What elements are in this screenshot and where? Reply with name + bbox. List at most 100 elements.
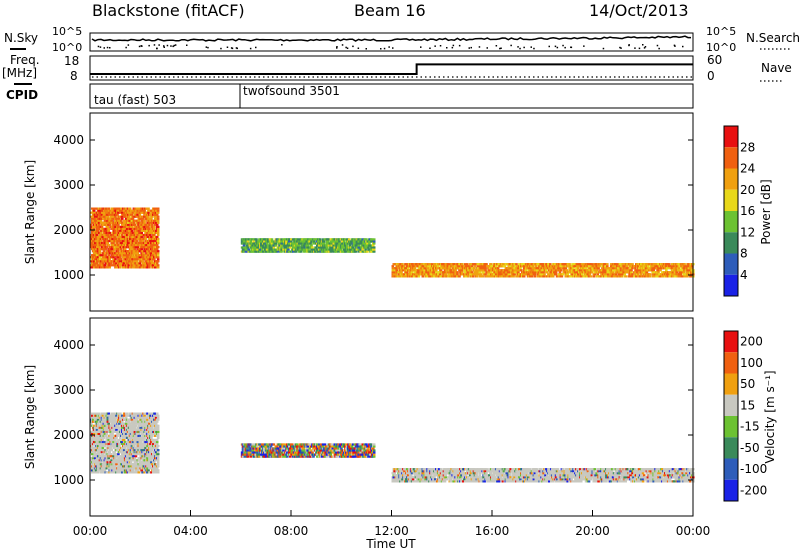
echo-cell bbox=[458, 269, 461, 272]
echo-cell bbox=[325, 242, 329, 245]
echo-cell bbox=[327, 238, 331, 241]
echo-cell bbox=[153, 227, 156, 230]
echo-cell bbox=[138, 221, 142, 224]
noise-search-dot bbox=[235, 47, 238, 49]
echo-cell bbox=[101, 235, 105, 239]
echo-cell bbox=[94, 244, 98, 247]
echo-cell bbox=[288, 250, 291, 253]
echo-cell bbox=[360, 240, 363, 243]
echo-cell bbox=[150, 235, 153, 239]
echo-cell bbox=[141, 209, 144, 212]
echo-cell bbox=[97, 451, 101, 454]
echo-cell bbox=[119, 418, 122, 421]
echo-cell bbox=[127, 442, 131, 446]
echo-cell bbox=[524, 269, 528, 272]
echo-cell bbox=[129, 442, 133, 446]
echo-cell bbox=[432, 271, 435, 274]
echo-cell bbox=[110, 440, 113, 444]
echo-cell bbox=[113, 451, 116, 454]
echo-cell bbox=[609, 263, 613, 266]
echo-cell bbox=[104, 248, 108, 251]
echo-cell bbox=[108, 223, 111, 226]
echo-cell bbox=[289, 246, 292, 249]
echo-cell bbox=[557, 263, 561, 266]
echo-cell bbox=[295, 244, 299, 247]
echo-cell bbox=[138, 227, 142, 230]
echo-cell bbox=[355, 244, 359, 247]
echo-cell bbox=[546, 271, 549, 274]
echo-cell bbox=[148, 209, 151, 212]
echo-cell bbox=[659, 275, 662, 278]
echo-cell bbox=[116, 207, 119, 210]
echo-cell bbox=[484, 269, 487, 272]
echo-cell bbox=[143, 219, 146, 222]
echo-cell bbox=[109, 446, 112, 450]
noise-search-dot bbox=[230, 47, 233, 49]
echo-cell bbox=[138, 244, 142, 247]
noise-search-dot bbox=[548, 45, 550, 48]
echo-cell bbox=[144, 229, 147, 232]
echo-cell bbox=[270, 240, 274, 243]
echo-cell bbox=[92, 260, 96, 263]
echo-cell bbox=[631, 273, 634, 276]
echo-cell bbox=[606, 265, 609, 268]
echo-cell bbox=[103, 244, 107, 247]
noise-search-dot bbox=[174, 44, 177, 46]
echo-cell bbox=[133, 260, 137, 263]
colorbar-swatch bbox=[724, 126, 738, 148]
echo-cell bbox=[261, 248, 264, 251]
echo-cell bbox=[127, 420, 131, 423]
echo-cell bbox=[115, 233, 118, 237]
echo-cell bbox=[122, 256, 126, 259]
echo-cell bbox=[330, 246, 334, 249]
noise-search-dot bbox=[163, 46, 165, 48]
echo-cell bbox=[270, 242, 274, 245]
echo-cell bbox=[517, 267, 520, 270]
echo-cell bbox=[293, 246, 297, 249]
echo-cell bbox=[116, 241, 119, 245]
echo-cell bbox=[112, 225, 115, 228]
frequency-left-tick: 8 bbox=[70, 69, 78, 83]
echo-cell bbox=[589, 275, 593, 278]
echo-cell bbox=[405, 263, 408, 266]
echo-cell bbox=[140, 207, 143, 210]
echo-cell bbox=[97, 434, 101, 437]
echo-cell bbox=[545, 269, 548, 272]
echo-cell bbox=[581, 265, 585, 268]
echo-cell bbox=[558, 271, 562, 274]
noise-search-dot bbox=[236, 47, 238, 50]
echo-cell bbox=[108, 451, 111, 454]
echo-cell bbox=[551, 275, 555, 278]
echo-cell bbox=[255, 240, 258, 243]
echo-cell bbox=[340, 248, 343, 251]
echo-cell bbox=[588, 273, 592, 276]
echo-cell bbox=[338, 248, 341, 251]
echo-cell bbox=[105, 235, 109, 239]
echo-cell bbox=[153, 239, 156, 243]
noise-search-dot bbox=[156, 47, 158, 50]
echo-cell bbox=[153, 211, 156, 214]
noise-search-dot bbox=[141, 45, 143, 47]
echo-cell bbox=[412, 269, 416, 272]
echo-cell bbox=[138, 248, 142, 251]
echo-cell bbox=[118, 428, 121, 431]
echo-cell bbox=[627, 271, 630, 274]
echo-cell bbox=[543, 275, 546, 278]
echo-cell bbox=[117, 424, 120, 427]
noise-search-dot bbox=[434, 45, 436, 47]
echo-cell bbox=[93, 215, 97, 218]
echo-cell bbox=[599, 263, 602, 266]
echo-cell bbox=[140, 231, 143, 234]
echo-cell bbox=[117, 457, 120, 460]
echo-cell bbox=[265, 248, 269, 251]
echo-cell bbox=[512, 265, 515, 268]
echo-cell bbox=[329, 248, 333, 251]
echo-cell bbox=[331, 248, 335, 251]
echo-cell bbox=[651, 275, 654, 278]
echo-cell bbox=[372, 240, 376, 243]
echo-cell bbox=[136, 252, 140, 255]
noise-search-dot bbox=[644, 46, 647, 48]
echo-cell bbox=[134, 246, 138, 249]
echo-cell bbox=[653, 275, 656, 278]
echo-cell bbox=[117, 461, 120, 464]
